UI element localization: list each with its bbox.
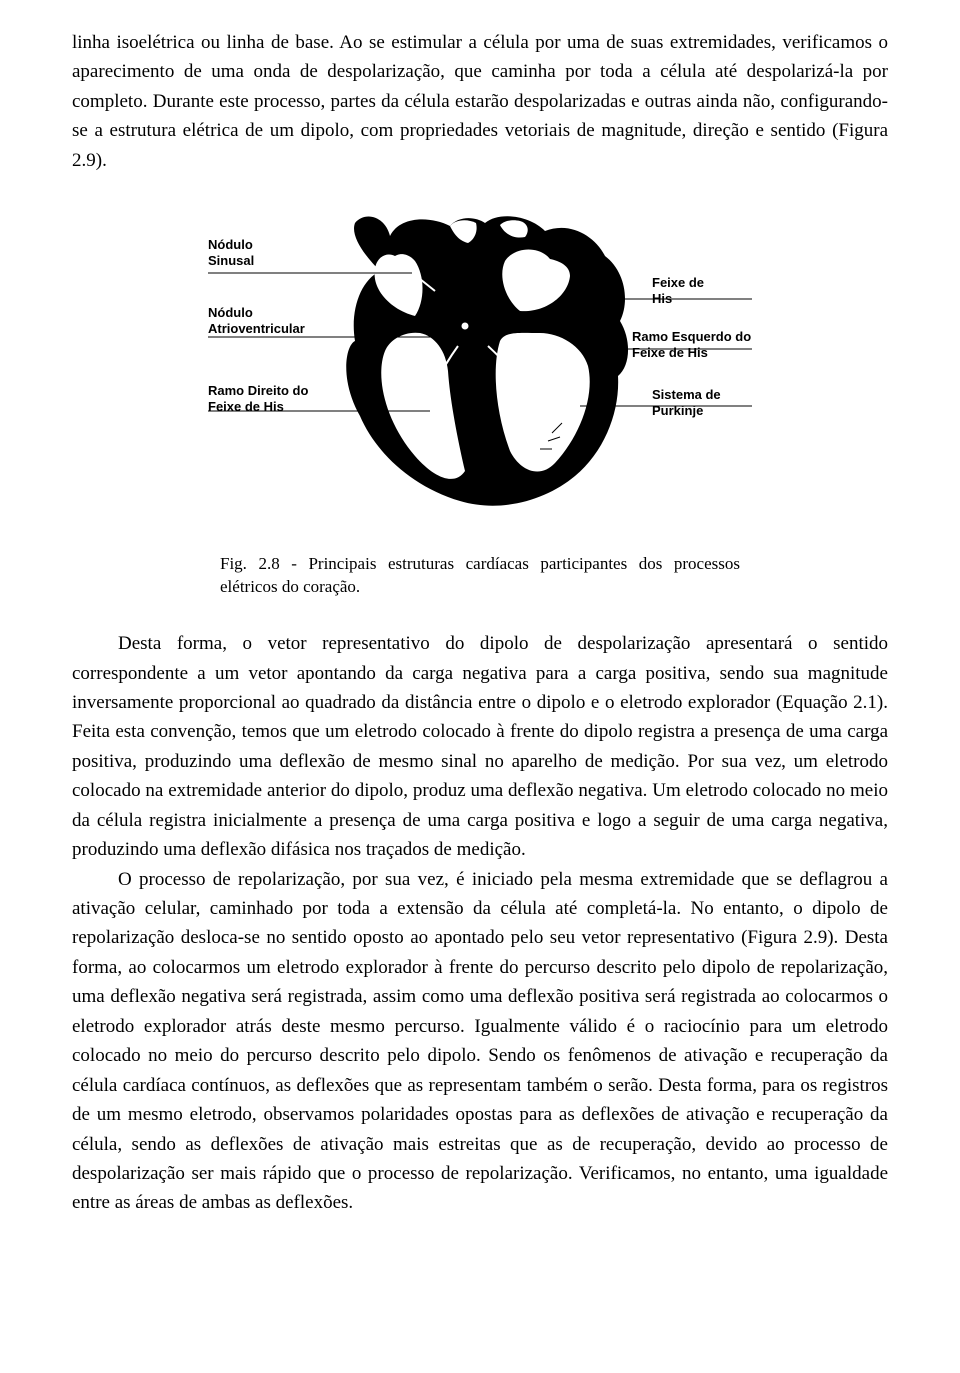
label-ramo-direito-l2: Feixe de His	[208, 399, 284, 414]
heart-diagram: Nódulo Sinusal Nódulo Atrioventricular R…	[200, 201, 760, 531]
label-nodulo-av-l1: Nódulo	[208, 305, 253, 320]
document-page: linha isoelétrica ou linha de base. Ao s…	[0, 0, 960, 1258]
figure-2-8: Nódulo Sinusal Nódulo Atrioventricular R…	[200, 201, 760, 599]
figure-caption-prefix: Fig. 2.8 -	[220, 554, 308, 573]
label-ramo-esq-l1: Ramo Esquerdo do	[632, 329, 751, 344]
label-purkinje-l1: Sistema de	[652, 387, 721, 402]
label-nodulo-av-l2: Atrioventricular	[208, 321, 305, 336]
paragraph-1: linha isoelétrica ou linha de base. Ao s…	[72, 28, 888, 175]
label-ramo-esq-l2: Feixe de His	[632, 345, 708, 360]
heart-shape	[346, 216, 628, 505]
paragraph-3: O processo de repolarização, por sua vez…	[72, 865, 888, 1218]
label-nodulo-sinusal-l1: Nódulo	[208, 237, 253, 252]
label-purkinje-l2: Purkinje	[652, 403, 703, 418]
label-nodulo-sinusal-l2: Sinusal	[208, 253, 254, 268]
paragraph-2: Desta forma, o vetor representativo do d…	[72, 629, 888, 865]
label-ramo-direito-l1: Ramo Direito do	[208, 383, 308, 398]
label-feixe-his-l1: Feixe de	[652, 275, 704, 290]
figure-caption: Fig. 2.8 - Principais estruturas cardíac…	[220, 553, 740, 599]
label-feixe-his-l2: His	[652, 291, 672, 306]
